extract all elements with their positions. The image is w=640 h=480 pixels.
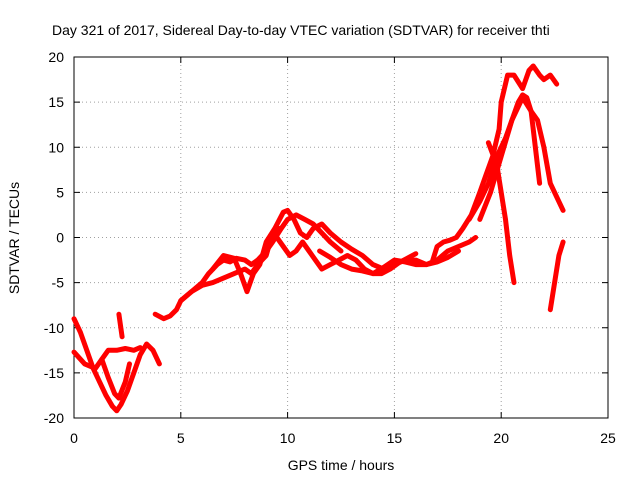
y-tick-label: -10 [44,320,64,336]
x-tick-label: 25 [600,430,616,446]
series-track-13 [485,140,517,286]
grid-lines [74,57,608,418]
x-tick-labels: 0 5 10 15 20 25 [70,430,616,446]
x-tick-label: 5 [177,430,185,446]
series-track-2 [71,345,143,371]
y-tick-label: -15 [44,365,64,381]
x-tick-label: 20 [493,430,509,446]
y-tick-labels: -20 -15 -10 -5 0 5 10 15 20 [44,49,64,426]
data-series [71,63,566,414]
series-track-3 [99,356,132,401]
y-tick-label: 20 [48,49,64,65]
series-track-5 [152,226,282,322]
series-track-12 [477,95,543,222]
y-axis-title: SDTVAR / TECUs [6,182,22,294]
series-track-14 [547,239,566,313]
y-tick-label: 0 [56,230,64,246]
x-tick-label: 0 [70,430,78,446]
x-tick-label: 10 [280,430,296,446]
y-tick-label: 5 [56,184,64,200]
series-track-1 [71,316,162,414]
y-tick-label: -5 [52,275,65,291]
y-tick-label: 15 [48,94,64,110]
series-track-10 [430,63,560,263]
series-track-11 [466,92,566,222]
series-track-4 [116,311,125,340]
series-track-8 [274,235,419,277]
x-tick-label: 15 [387,430,403,446]
chart-title: Day 321 of 2017, Sidereal Day-to-day VTE… [52,22,550,38]
y-tick-label: 10 [48,139,64,155]
series-track-7 [210,207,461,295]
y-tick-label: -20 [44,410,64,426]
tick-marks [73,56,609,419]
series-track-9 [317,235,479,277]
x-axis-title: GPS time / hours [288,457,395,473]
